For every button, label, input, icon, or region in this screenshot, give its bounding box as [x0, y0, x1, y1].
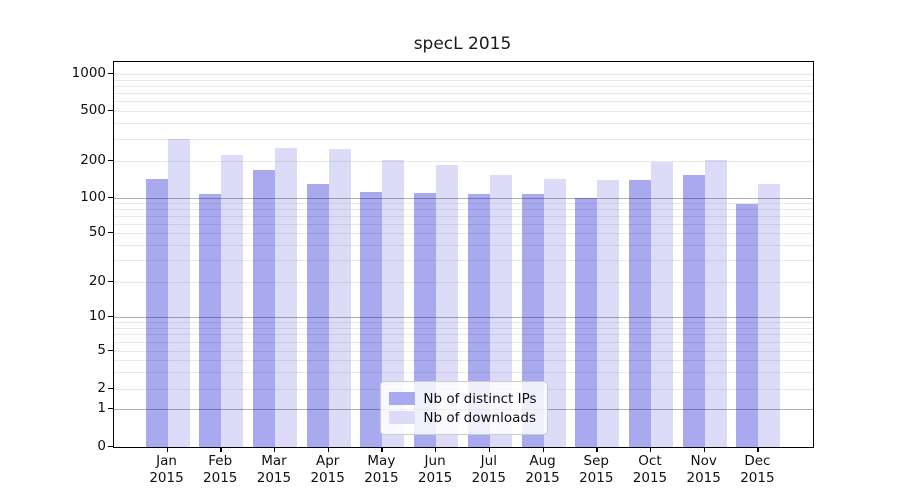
bar-downloads-may — [382, 160, 405, 447]
y-tick-label-1000: 1000 — [71, 65, 106, 81]
y-tick-label-1: 1 — [97, 400, 106, 416]
y-tick-mark — [108, 160, 113, 162]
y-tick-label-500: 500 — [80, 102, 106, 118]
legend-swatch-distinct-ips — [388, 392, 415, 405]
bar-distinct-ips-jan — [145, 178, 168, 447]
bar-downloads-feb — [221, 155, 244, 447]
legend-label-distinct-ips: Nb of distinct IPs — [423, 390, 537, 407]
x-tick-label-dec: Dec 2015 — [740, 453, 775, 486]
bar-downloads-apr — [328, 148, 351, 447]
y-tick-label-2: 2 — [97, 380, 106, 396]
x-tick-mark — [220, 447, 222, 452]
y-tick-label-5: 5 — [97, 342, 106, 358]
x-tick-label-may: May 2015 — [364, 453, 399, 486]
x-tick-mark — [542, 447, 544, 452]
x-tick-label-feb: Feb 2015 — [203, 453, 238, 486]
y-tick-mark — [108, 350, 113, 352]
x-tick-mark — [273, 447, 276, 452]
x-tick-mark — [435, 447, 437, 452]
x-tick-label-oct: Oct 2015 — [632, 453, 668, 486]
x-tick-label-sep: Sep 2015 — [579, 453, 614, 486]
x-tick-label-jul: Jul 2015 — [471, 453, 506, 486]
y-tick-mark — [108, 232, 113, 234]
bar-downloads-aug — [543, 179, 566, 447]
bar-distinct-ips-may — [360, 192, 383, 447]
legend-row-distinct-ips: Nb of distinct IPs — [388, 389, 537, 408]
bar-distinct-ips-apr — [306, 184, 329, 447]
x-tick-label-aug: Aug 2015 — [525, 453, 560, 486]
x-tick-label-jun: Jun 2015 — [417, 453, 453, 486]
bar-downloads-sep — [597, 180, 620, 447]
x-tick-mark — [327, 447, 330, 452]
bar-distinct-ips-sep — [575, 198, 598, 447]
x-tick-mark — [381, 447, 383, 452]
x-tick-mark — [596, 447, 598, 452]
bar-downloads-dec — [758, 184, 781, 447]
x-tick-label-apr: Apr 2015 — [310, 453, 345, 486]
legend-swatch-downloads — [388, 411, 415, 424]
y-tick-mark — [108, 408, 113, 410]
legend: Nb of distinct IPs Nb of downloads — [379, 381, 548, 435]
y-tick-label-0: 0 — [97, 438, 106, 454]
bar-downloads-jan — [167, 139, 190, 447]
bar-distinct-ips-mar — [252, 170, 275, 447]
bar-distinct-ips-nov — [682, 175, 705, 447]
y-tick-mark — [108, 110, 113, 112]
x-tick-mark — [757, 447, 759, 452]
x-tick-label-nov: Nov 2015 — [686, 453, 721, 486]
y-tick-mark — [108, 316, 113, 318]
y-tick-mark — [108, 197, 113, 199]
bar-distinct-ips-feb — [199, 193, 222, 447]
plot-area: Nb of distinct IPs Nb of downloads — [113, 61, 814, 448]
chart-title: specL 2015 — [413, 34, 512, 54]
y-tick-label-10: 10 — [88, 308, 106, 324]
bar-downloads-jun — [436, 165, 459, 447]
bar-downloads-nov — [704, 159, 727, 447]
bar-downloads-oct — [650, 161, 673, 447]
x-tick-label-mar: Mar 2015 — [256, 453, 292, 486]
y-tick-mark — [108, 388, 113, 390]
x-tick-mark — [649, 447, 652, 452]
x-tick-mark — [703, 447, 706, 452]
x-tick-label-jan: Jan 2015 — [149, 453, 184, 486]
y-tick-label-100: 100 — [80, 189, 106, 205]
bar-distinct-ips-dec — [736, 203, 759, 447]
y-tick-mark — [108, 446, 113, 448]
legend-label-downloads: Nb of downloads — [423, 409, 536, 426]
bar-downloads-mar — [274, 147, 297, 447]
legend-row-downloads: Nb of downloads — [388, 408, 536, 427]
x-tick-mark — [166, 447, 168, 452]
y-tick-label-50: 50 — [88, 224, 106, 240]
y-tick-mark — [108, 73, 113, 75]
bar-distinct-ips-oct — [628, 180, 651, 447]
bar-downloads-jul — [489, 175, 512, 447]
y-tick-mark — [108, 281, 113, 283]
y-tick-label-20: 20 — [88, 273, 106, 289]
y-tick-label-200: 200 — [80, 152, 106, 168]
x-tick-mark — [488, 447, 491, 452]
